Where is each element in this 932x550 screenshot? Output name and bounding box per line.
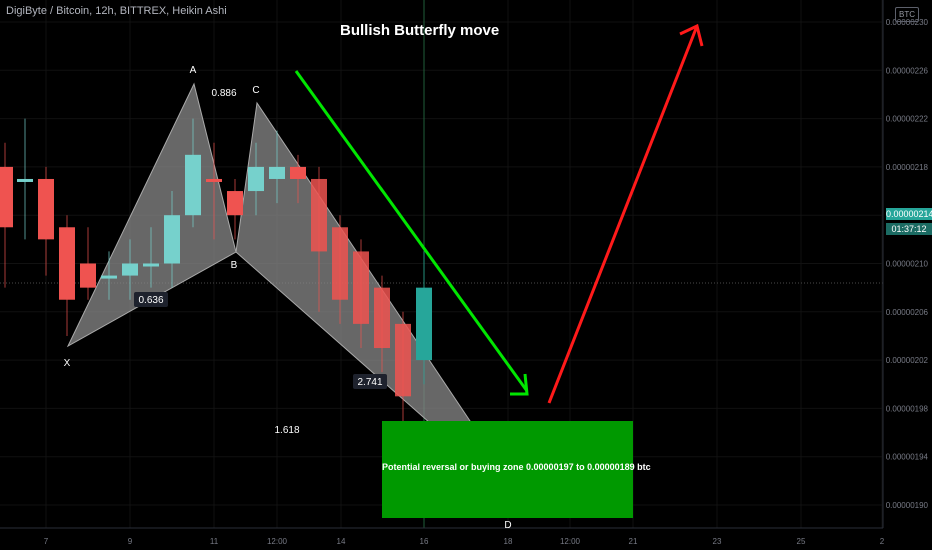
candle-body bbox=[311, 178, 327, 252]
buying-zone-label: Potential reversal or buying zone 0.0000… bbox=[382, 462, 651, 472]
y-tick-label: 0.00000194 bbox=[886, 453, 929, 462]
red-up-arrow-shaft bbox=[547, 25, 699, 404]
ratio-label-bc-box bbox=[134, 292, 168, 307]
candle-body bbox=[164, 215, 180, 264]
x-tick-label: 23 bbox=[713, 537, 722, 546]
candle-body bbox=[0, 166, 13, 228]
x-tick-label: 25 bbox=[797, 537, 806, 546]
candle-body bbox=[206, 178, 222, 182]
last-price-tag: 0.00000214 bbox=[886, 208, 932, 220]
y-tick-label: 0.00000222 bbox=[886, 115, 929, 124]
x-tick-label: 12:00 bbox=[560, 537, 581, 546]
red-arrow-head bbox=[679, 23, 704, 47]
ratio-label-cd-box bbox=[353, 374, 387, 389]
y-tick-label: 0.00000198 bbox=[886, 404, 929, 413]
green-down-arrow-shaft bbox=[294, 70, 529, 392]
x-tick-label: 11 bbox=[210, 537, 219, 546]
point-label-c: C bbox=[252, 85, 259, 96]
candle-body bbox=[38, 178, 54, 240]
point-label-x: X bbox=[64, 358, 71, 369]
x-tick-label: 14 bbox=[337, 537, 346, 546]
countdown-tag: 01:37:12 bbox=[886, 223, 932, 235]
ratio-label-cd: 2.741 bbox=[357, 377, 382, 388]
chart-title: Bullish Butterfly move bbox=[340, 22, 500, 39]
candle-body bbox=[290, 166, 306, 179]
candle-body bbox=[395, 323, 411, 397]
arrows bbox=[294, 23, 704, 404]
symbol-header: DigiByte / Bitcoin, 12h, BITTREX, Heikin… bbox=[6, 5, 227, 17]
candle-body bbox=[59, 227, 75, 300]
x-tick-label: 18 bbox=[504, 537, 513, 546]
candle-body bbox=[332, 227, 348, 300]
y-tick-label: 0.00000226 bbox=[886, 66, 929, 75]
ratio-label-bc: 0.636 bbox=[138, 295, 163, 306]
candle-body bbox=[17, 178, 33, 182]
x-tick-label: 12:00 bbox=[267, 537, 288, 546]
point-label-b: B bbox=[231, 260, 238, 271]
y-tick-label: 0.00000190 bbox=[886, 501, 929, 510]
pattern-labels: X A B C D 0.886 0.636 2.741 1.618 bbox=[64, 65, 512, 531]
currency-badge[interactable]: BTC bbox=[895, 7, 919, 22]
point-label-a: A bbox=[190, 65, 197, 76]
x-tick-label: 21 bbox=[629, 537, 638, 546]
point-label-d: D bbox=[504, 520, 511, 531]
candle-body bbox=[353, 251, 369, 324]
y-tick-label: 0.00000230 bbox=[886, 18, 929, 27]
x-tick-label: 16 bbox=[420, 537, 429, 546]
x-tick-label: 9 bbox=[128, 537, 133, 546]
candle-body bbox=[248, 166, 264, 192]
buying-zone bbox=[382, 421, 633, 518]
candle-body bbox=[122, 263, 138, 276]
green-arrow-head bbox=[510, 373, 529, 396]
candle-body bbox=[80, 263, 96, 288]
candle-body bbox=[227, 191, 243, 216]
ratio-label-xd: 1.618 bbox=[274, 425, 299, 436]
candle-body bbox=[374, 287, 390, 349]
x-tick-label: 7 bbox=[44, 537, 49, 546]
candle-body bbox=[143, 263, 159, 267]
y-tick-label: 0.00000206 bbox=[886, 308, 929, 317]
candles bbox=[0, 118, 432, 445]
candle-body bbox=[101, 275, 117, 279]
candle-body bbox=[269, 166, 285, 179]
y-tick-label: 0.00000218 bbox=[886, 163, 929, 172]
y-tick-label: 0.00000202 bbox=[886, 356, 929, 365]
x-tick-label: 2 bbox=[880, 537, 885, 546]
candle-body bbox=[185, 154, 201, 216]
y-tick-label: 0.00000210 bbox=[886, 260, 929, 269]
ratio-label-ab: 0.886 bbox=[211, 88, 236, 99]
candle-body bbox=[416, 287, 432, 361]
